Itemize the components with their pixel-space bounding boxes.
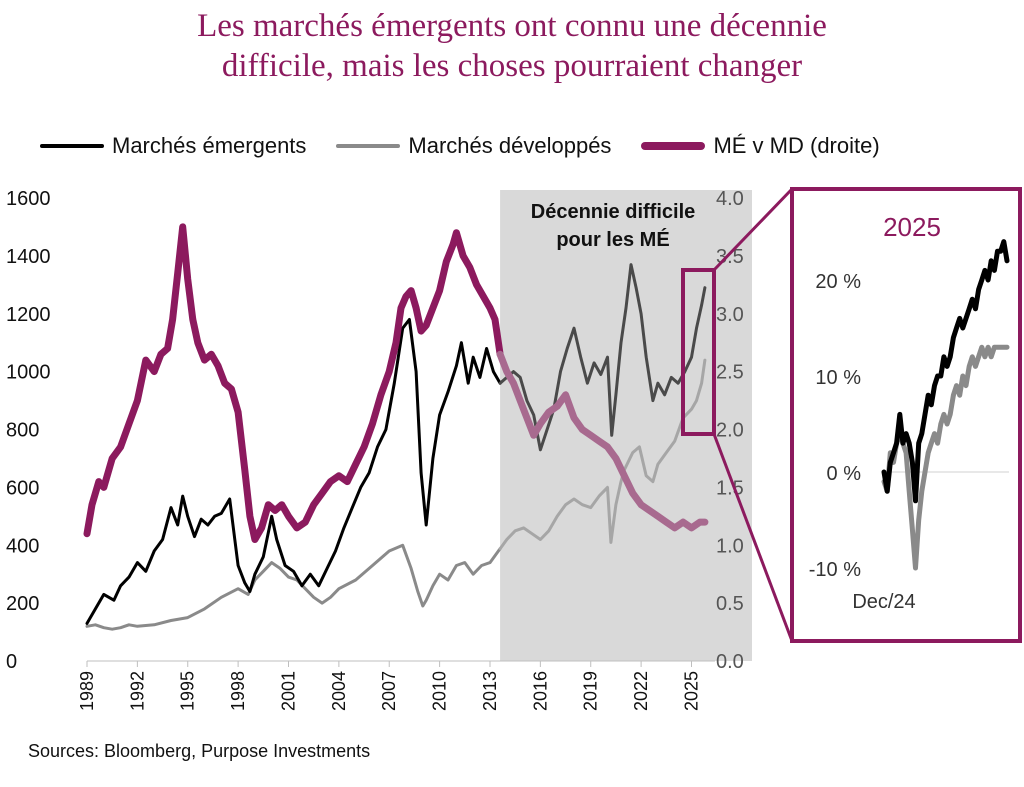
x-tick-label: 1989 — [77, 671, 97, 711]
legend-item-em: Marchés émergents — [40, 133, 306, 159]
x-tick-label: 2004 — [329, 671, 349, 711]
y-left-tick-label: 400 — [6, 535, 39, 557]
x-tick-label: 2025 — [681, 671, 701, 711]
line-developed-markets-shaded — [498, 358, 707, 551]
x-tick-label: 2001 — [278, 671, 298, 711]
legend-item-dm: Marchés développés — [336, 133, 611, 159]
inset-y-tick-label: 10 % — [815, 367, 861, 389]
legend: Marchés émergents Marchés développés MÉ … — [40, 130, 910, 162]
inset-title: 2025 — [883, 212, 941, 242]
line-emerging-markets — [85, 318, 502, 625]
y-right-tick-label: 1.0 — [716, 535, 744, 557]
x-tick-label: 2007 — [379, 671, 399, 711]
x-tick-label: 1992 — [127, 671, 147, 711]
y-left-tick-label: 0 — [6, 651, 17, 673]
legend-label-ratio: MÉ v MD (droite) — [713, 133, 880, 158]
main-plot — [83, 223, 709, 631]
shade-label-line1: Décennie difficile — [531, 201, 696, 223]
y-left-tick-label: 1600 — [6, 188, 51, 210]
legend-item-ratio: MÉ v MD (droite) — [641, 133, 880, 159]
x-tick-label: 2016 — [530, 671, 550, 711]
inset-y-ticks: 20 % 10 % 0 % -10 % — [809, 271, 861, 581]
legend-label-dm: Marchés développés — [408, 133, 612, 158]
inset-line-developed-markets — [881, 344, 1010, 571]
y-left-tick-label: 800 — [6, 420, 39, 442]
y-left-tick-label: 600 — [6, 477, 39, 499]
legend-label-em: Marchés émergents — [112, 133, 307, 158]
inset-y-tick-label: 0 % — [827, 463, 862, 485]
y-left-tick-label: 1200 — [6, 304, 51, 326]
line-em-vs-dm-ratio-shaded — [496, 350, 709, 532]
zoom-highlight-box — [681, 268, 716, 436]
zoom-connector-bottom — [712, 433, 794, 642]
x-tick-label: 2022 — [631, 671, 651, 711]
inset-plot — [881, 239, 1010, 571]
chart-title: Les marchés émergents ont connu une déce… — [0, 6, 1024, 86]
legend-swatch-dm — [336, 144, 401, 148]
y-right-tick-label: 1.5 — [716, 477, 744, 499]
inset-x-label: Dec/24 — [852, 591, 915, 613]
line-em-vs-dm-ratio — [83, 223, 504, 543]
y-right-tick-label: 4.0 — [716, 188, 744, 210]
x-tick-label: 2019 — [581, 671, 601, 711]
y-right-tick-label: 2.5 — [716, 362, 744, 384]
legend-swatch-ratio — [641, 142, 706, 150]
inset-frame — [790, 187, 1022, 643]
line-emerging-markets-shaded — [498, 263, 707, 452]
x-axis-ticks: 1989 1992 1995 1998 2001 2004 2007 2010 2013 2016… — [77, 661, 701, 711]
y-right-tick-label: 0.0 — [716, 651, 744, 673]
line-developed-markets — [85, 543, 502, 631]
legend-swatch-em — [40, 144, 104, 148]
zoom-connector-top — [712, 187, 794, 272]
y-right-tick-label: 0.5 — [716, 593, 744, 615]
y-axis-left-ticks: 0 200 400 600 800 1000 1200 1400 1600 — [6, 188, 51, 673]
inset-line-emerging-markets — [881, 239, 1010, 504]
y-right-tick-label: 3.0 — [716, 304, 744, 326]
y-axis-right-ticks: 0.00.51.01.52.02.53.03.54.0 — [716, 188, 744, 673]
inset-y-tick-label: -10 % — [809, 559, 861, 581]
y-right-tick-label: 2.0 — [716, 420, 744, 442]
x-tick-label: 2010 — [430, 671, 450, 711]
x-tick-label: 1998 — [228, 671, 248, 711]
x-tick-label: 2013 — [480, 671, 500, 711]
source-note: Sources: Bloomberg, Purpose Investments — [28, 741, 371, 761]
y-left-tick-label: 1000 — [6, 362, 51, 384]
inset-y-tick-label: 20 % — [815, 271, 861, 293]
y-left-tick-label: 1400 — [6, 246, 51, 268]
chart-title-line2: difficile, mais les choses pourraient ch… — [221, 48, 803, 84]
shade-label-line2: pour les MÉ — [556, 228, 669, 251]
x-tick-label: 1995 — [178, 671, 198, 711]
chart-title-line1: Les marchés émergents ont connu une déce… — [197, 8, 827, 44]
y-left-tick-label: 200 — [6, 593, 39, 615]
